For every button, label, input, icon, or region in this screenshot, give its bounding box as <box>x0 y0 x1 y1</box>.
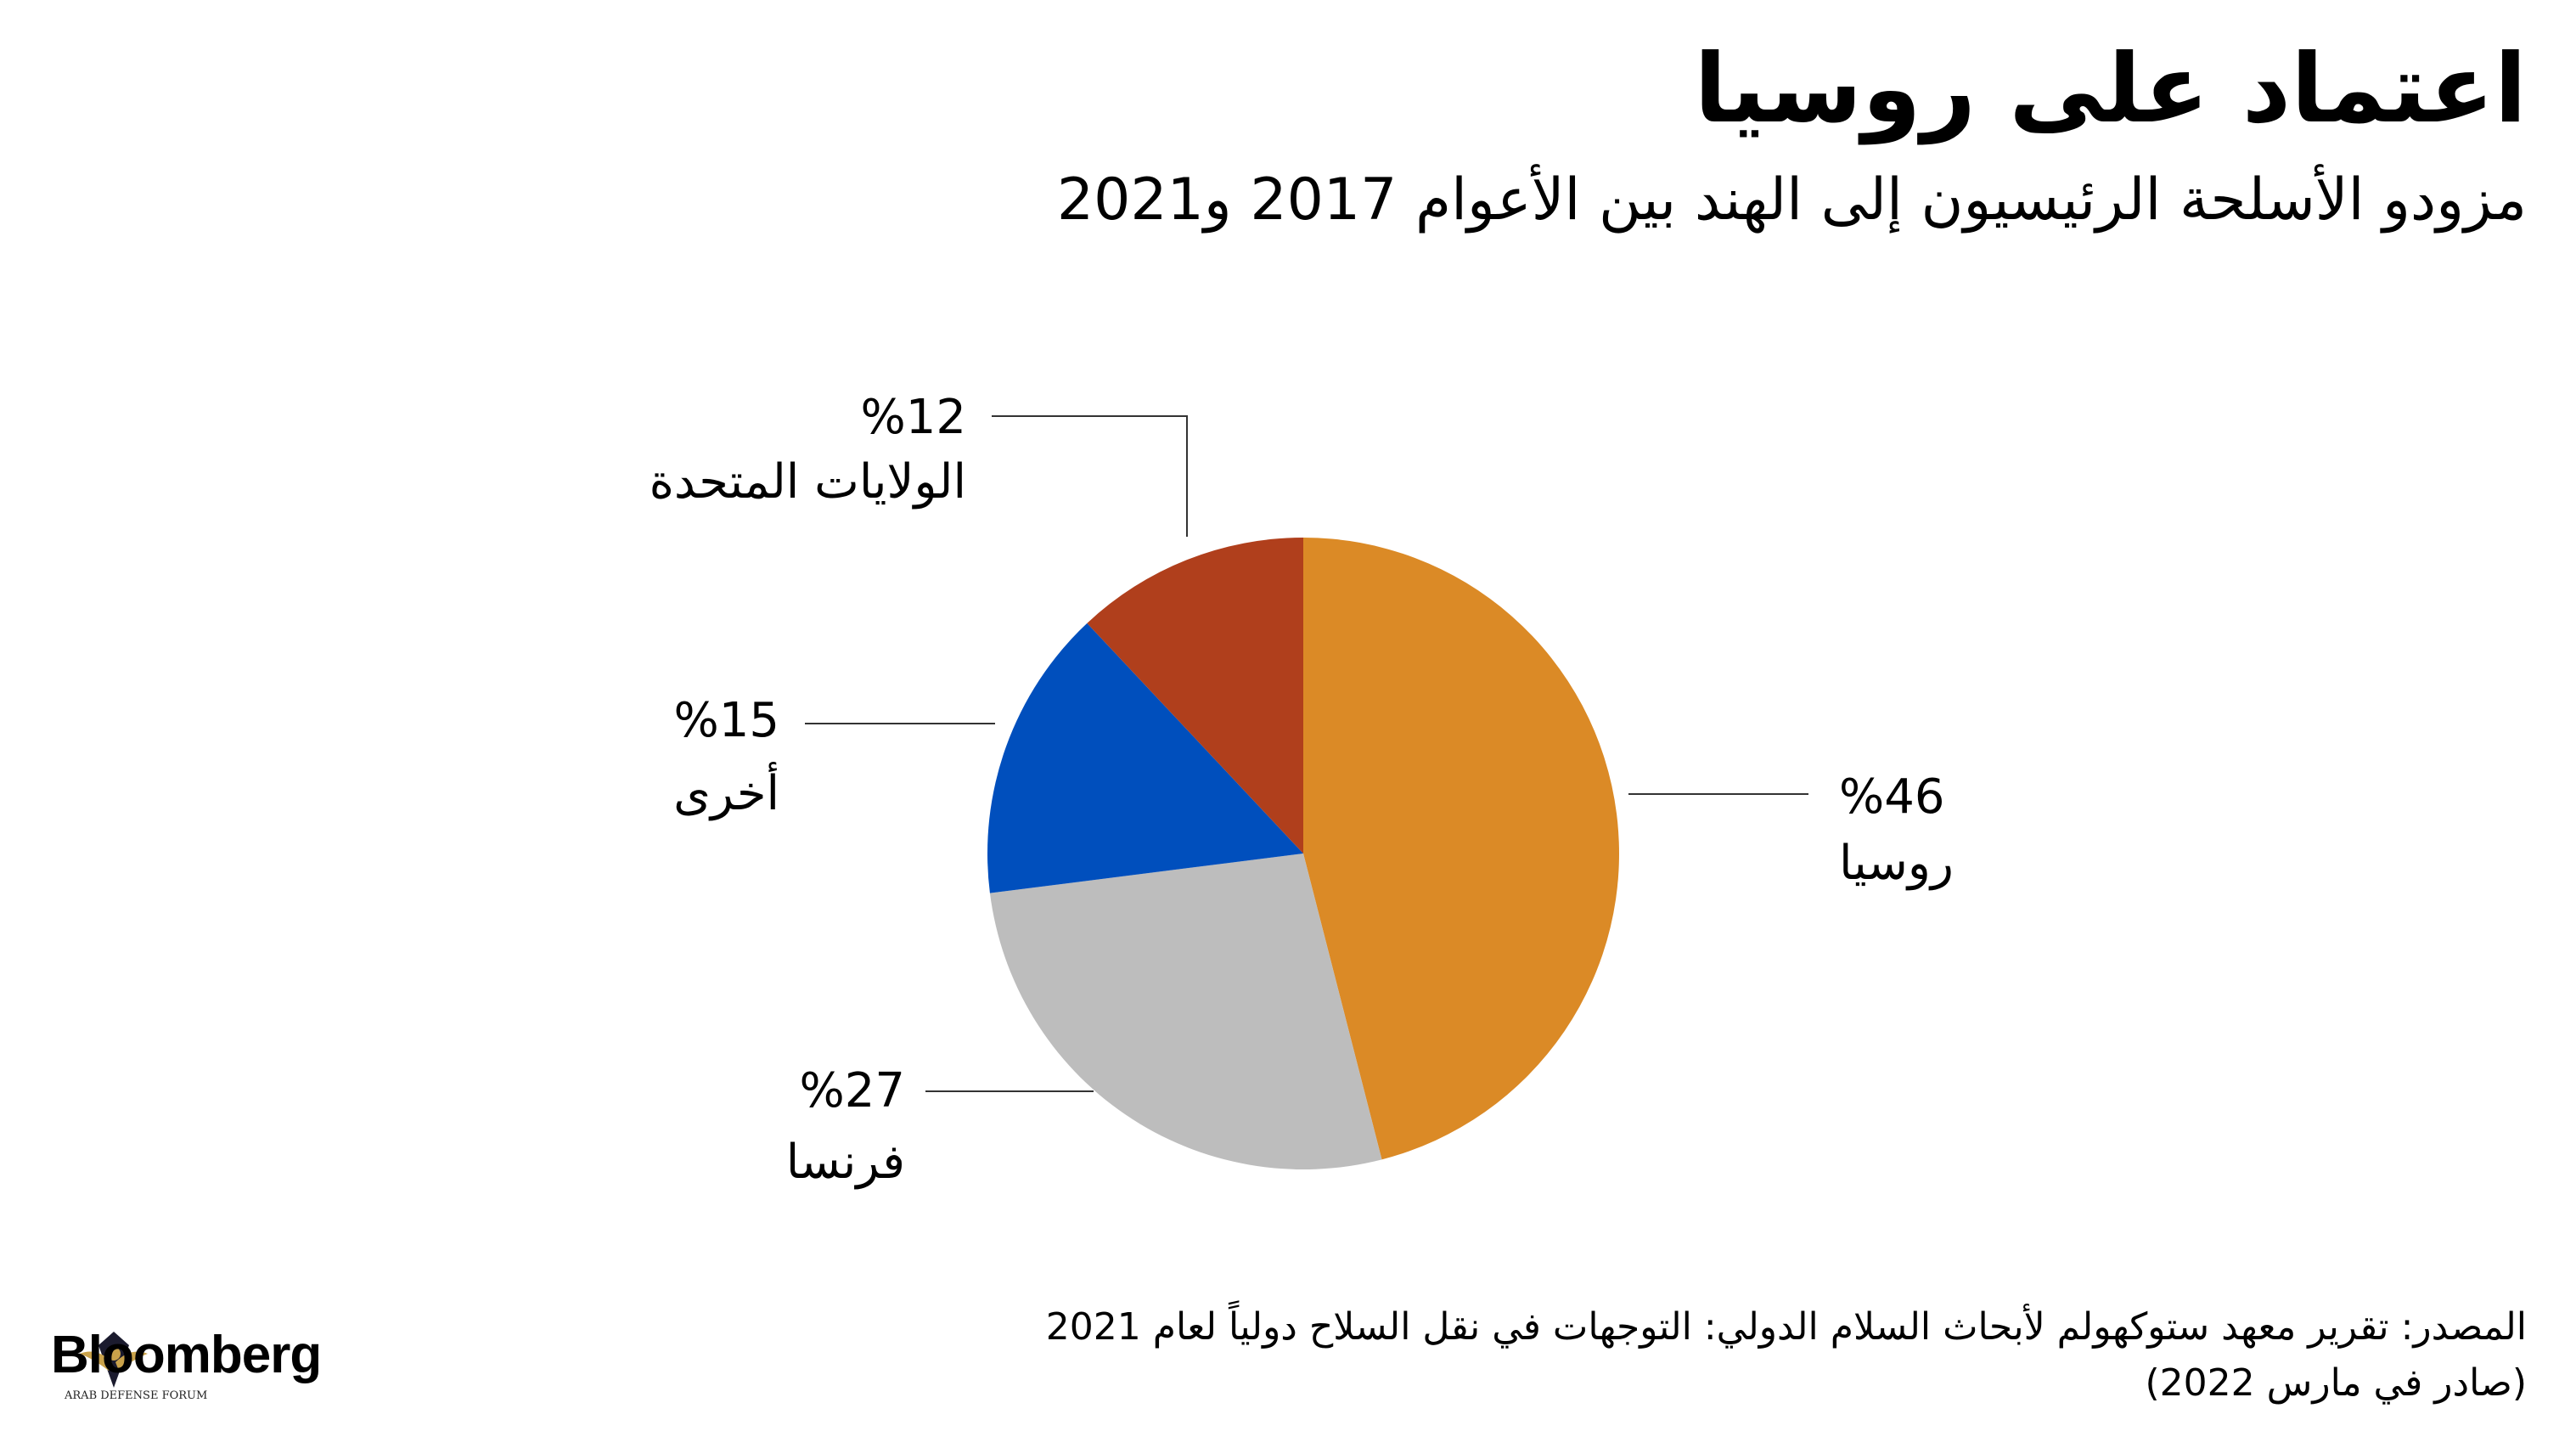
slice-value-label: %15 <box>674 693 779 748</box>
slice-value-label: %27 <box>800 1063 905 1118</box>
slice-category-label: الولايات المتحدة <box>650 454 966 510</box>
forum-emblem-icon <box>80 1332 148 1388</box>
bloomberg-logo: Bloomberg ARAB DEFENSE FORUM <box>25 1325 340 1418</box>
slice-category-label: روسيا <box>1839 836 1954 891</box>
leader-line <box>992 415 1188 537</box>
pie-slice <box>1087 538 1303 854</box>
chart-title: اعتماد على روسيا <box>1694 34 2527 144</box>
pie-slice <box>989 854 1382 1170</box>
source-line-2: (صادر في مارس 2022) <box>2145 1361 2527 1405</box>
pie-slice <box>1303 538 1620 1160</box>
source-line-1: المصدر: تقرير معهد ستوكهولم لأبحاث السلا… <box>1045 1305 2527 1349</box>
logo-watermark: ARAB DEFENSE FORUM <box>65 1389 208 1402</box>
slice-category-label: أخرى <box>673 762 779 821</box>
chart-subtitle: مزودو الأسلحة الرئيسيون إلى الهند بين ال… <box>1056 166 2527 234</box>
slice-value-label: %12 <box>861 390 966 445</box>
source-note: المصدر: تقرير معهد ستوكهولم لأبحاث السلا… <box>1046 1299 2527 1411</box>
slice-value-label: %46 <box>1839 769 1944 825</box>
logo-wordmark: Bloomberg <box>51 1326 322 1384</box>
slice-category-label: فرنسا <box>786 1135 905 1190</box>
pie-slice <box>987 623 1303 893</box>
